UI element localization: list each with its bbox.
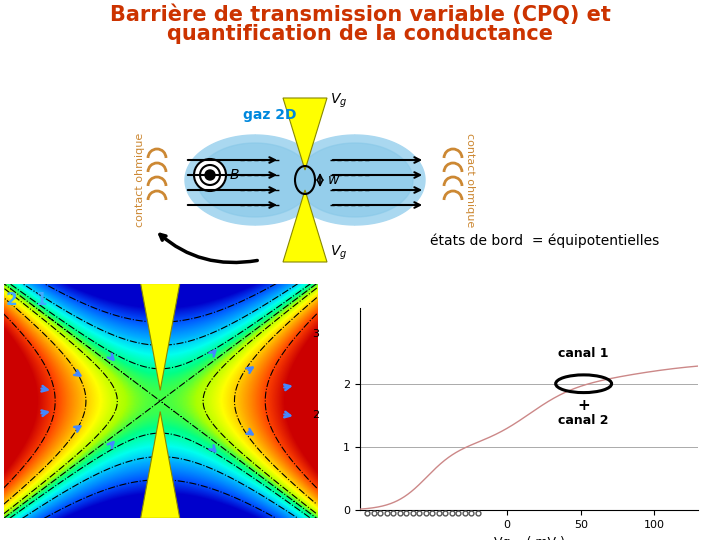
Text: 2: 2 [312,410,320,420]
Text: 2: 2 [6,291,17,308]
Polygon shape [185,135,325,225]
Polygon shape [197,143,313,217]
Text: quantification de la conductance: quantification de la conductance [167,24,553,44]
Text: canal 2: canal 2 [559,414,609,427]
Polygon shape [140,411,180,518]
Text: contact ohmique: contact ohmique [135,133,145,227]
Polygon shape [140,284,180,390]
Circle shape [194,159,226,191]
Text: canal 1: canal 1 [559,347,609,360]
Text: $B$: $B$ [229,168,240,182]
Text: 3: 3 [312,329,320,339]
Polygon shape [285,135,425,225]
Polygon shape [255,135,355,225]
Text: $V_g$: $V_g$ [330,244,347,262]
Polygon shape [297,143,413,217]
Circle shape [205,170,215,180]
Text: $w$: $w$ [327,173,341,187]
Text: 1: 1 [35,291,46,308]
Text: +: + [577,399,590,414]
Text: Barrière de transmission variable (CPQ) et: Barrière de transmission variable (CPQ) … [109,5,611,25]
Polygon shape [283,98,327,170]
Text: contact ohmique: contact ohmique [465,133,475,227]
Text: gaz 2D: gaz 2D [243,108,297,122]
X-axis label: Vg    ( mV ): Vg ( mV ) [494,536,564,540]
Text: $V_g$: $V_g$ [330,92,347,110]
Text: états de bord  = équipotentielles: états de bord = équipotentielles [431,233,660,247]
Polygon shape [283,190,327,262]
